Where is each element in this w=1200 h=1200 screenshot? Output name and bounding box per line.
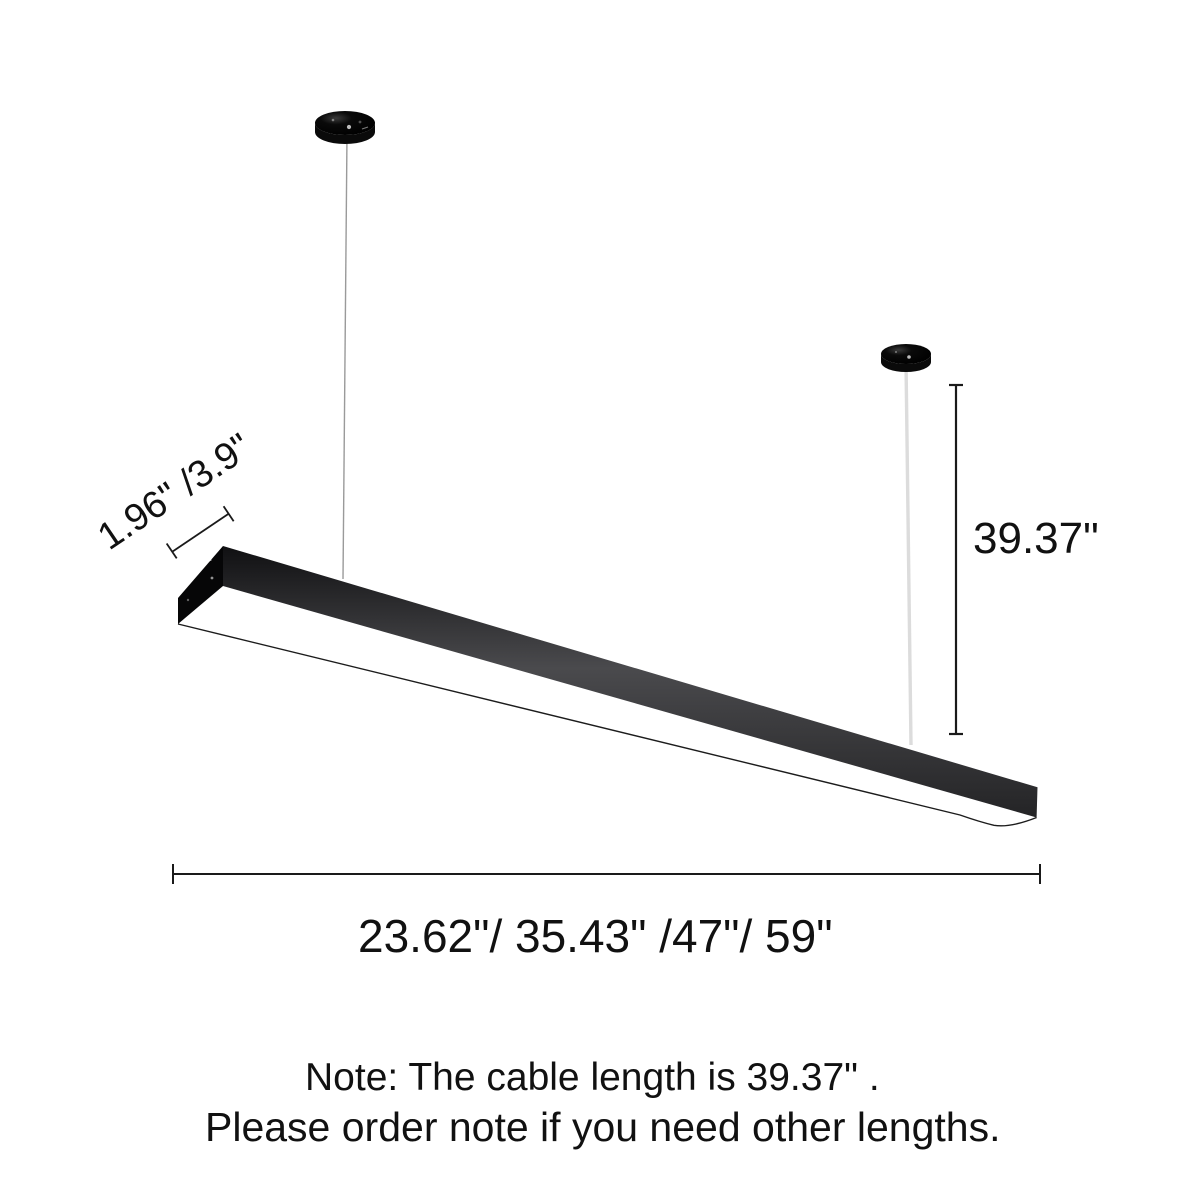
svg-text:23.62"/ 35.43" /47"/ 59": 23.62"/ 35.43" /47"/ 59" bbox=[358, 910, 833, 962]
svg-text:Note: The cable length is 39.3: Note: The cable length is 39.37" . bbox=[305, 1056, 880, 1099]
svg-text:39.37": 39.37" bbox=[973, 514, 1099, 563]
svg-text:Please order note if you need: Please order note if you need other leng… bbox=[205, 1104, 1000, 1150]
